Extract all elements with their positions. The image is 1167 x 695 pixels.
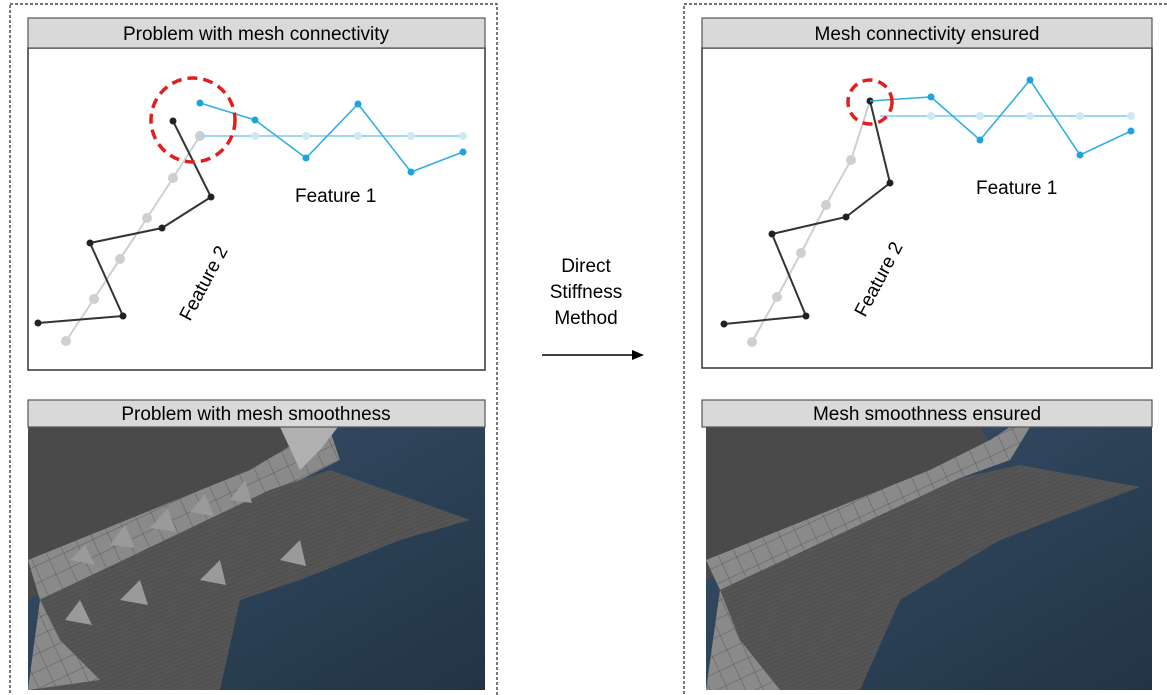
- panel-title: Problem with mesh connectivity: [123, 24, 390, 45]
- arrow-label: Method: [554, 308, 617, 329]
- connectivity-panel: [28, 48, 485, 370]
- arrow-label: Direct: [561, 256, 611, 277]
- figure: Problem with mesh connectivity Feature 1…: [0, 0, 1167, 695]
- arrow-head: [632, 350, 644, 360]
- feature-label: Feature 1: [976, 178, 1057, 199]
- arrow-label: Stiffness: [550, 282, 623, 303]
- mesh-image: [28, 427, 485, 690]
- panel-title: Problem with mesh smoothness: [121, 404, 390, 425]
- panel-title: Mesh connectivity ensured: [815, 24, 1040, 45]
- feature-label: Feature 1: [295, 186, 376, 207]
- panel-title: Mesh smoothness ensured: [813, 404, 1041, 425]
- mesh-image: [706, 427, 1152, 690]
